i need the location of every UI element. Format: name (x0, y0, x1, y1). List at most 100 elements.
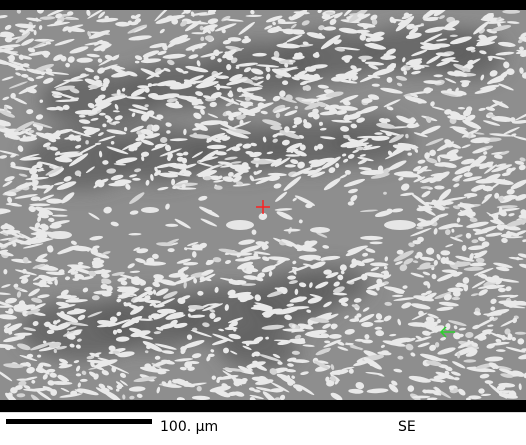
lamella (286, 306, 310, 310)
lamella (227, 391, 238, 396)
lamella (119, 372, 127, 378)
lamella (218, 248, 239, 254)
lamella (49, 223, 62, 229)
lamella (323, 178, 341, 191)
lamella (465, 331, 474, 339)
lamella (379, 130, 403, 137)
lamella (115, 388, 120, 392)
lamella (440, 259, 456, 265)
lamella (292, 268, 297, 275)
lamella (241, 283, 256, 286)
lamella (4, 223, 9, 227)
lamella (279, 394, 286, 400)
lamella (135, 258, 146, 264)
lamella (436, 38, 448, 42)
lamella (106, 385, 113, 390)
lamella (39, 16, 56, 20)
lamella (215, 75, 229, 80)
lamella (62, 26, 69, 32)
lamella (500, 150, 510, 155)
lamella (218, 95, 240, 105)
lamella (237, 295, 254, 301)
lamella (393, 250, 414, 262)
lamella (89, 235, 104, 241)
lamella (58, 364, 73, 369)
lamella (28, 288, 40, 297)
lamella (372, 67, 395, 76)
lamella (435, 213, 449, 219)
lamella (352, 113, 357, 118)
lamella (0, 15, 8, 19)
lamella (18, 300, 26, 307)
lamella (126, 96, 146, 100)
lamella (484, 164, 498, 174)
lamella (262, 136, 267, 143)
lamella (64, 276, 71, 281)
lamella (273, 50, 280, 58)
lamella (317, 84, 329, 89)
lamella (180, 295, 191, 300)
lamella (392, 144, 412, 151)
lamella (155, 288, 169, 296)
lamella (517, 253, 526, 258)
lamella (427, 282, 431, 289)
lamella (302, 344, 315, 347)
lamella (180, 20, 188, 27)
lamella (76, 57, 93, 63)
lamella (29, 226, 50, 235)
lamella (204, 35, 214, 42)
lamella (500, 224, 521, 231)
lamella (466, 165, 471, 172)
lamella (387, 150, 393, 157)
lamella (129, 270, 140, 273)
lamella (403, 12, 410, 18)
lamella (426, 157, 438, 164)
lamella (90, 117, 99, 121)
lamella (188, 75, 204, 82)
lamella (55, 151, 80, 155)
lamella (319, 127, 327, 131)
lamella (154, 343, 177, 350)
lamella (500, 69, 513, 77)
lamella (480, 393, 491, 397)
lamella (65, 62, 70, 68)
lamella (463, 359, 477, 363)
lamella (46, 145, 51, 150)
lamella (473, 311, 482, 316)
lamella (27, 47, 36, 53)
lamella (75, 344, 81, 349)
lamella (490, 306, 496, 311)
lamella (241, 90, 259, 99)
lamella (362, 307, 370, 312)
lamella (473, 21, 490, 35)
lamella (292, 260, 297, 265)
lamella (10, 153, 17, 158)
lamella (223, 347, 229, 354)
lamella (492, 99, 509, 109)
lamella (415, 336, 432, 342)
lamella (407, 152, 412, 156)
lamella (470, 293, 479, 297)
lamella (478, 289, 488, 296)
lamella (325, 272, 339, 279)
lamella (519, 46, 524, 51)
lamella (183, 281, 187, 289)
lamella (172, 276, 196, 285)
lamella (438, 223, 459, 230)
lamella (445, 59, 459, 63)
lamella (228, 322, 237, 328)
lamella (233, 378, 247, 385)
lamella (92, 263, 104, 269)
lamella (210, 55, 216, 60)
lamella (391, 294, 404, 298)
lamella (329, 18, 337, 26)
lamella (23, 63, 30, 67)
lamella (285, 369, 297, 373)
lamella (195, 91, 204, 97)
lamella (151, 124, 160, 132)
lamella (421, 177, 433, 184)
lamella (130, 277, 147, 284)
lamella (91, 102, 112, 112)
lamella (452, 205, 461, 210)
lamella (112, 350, 120, 354)
